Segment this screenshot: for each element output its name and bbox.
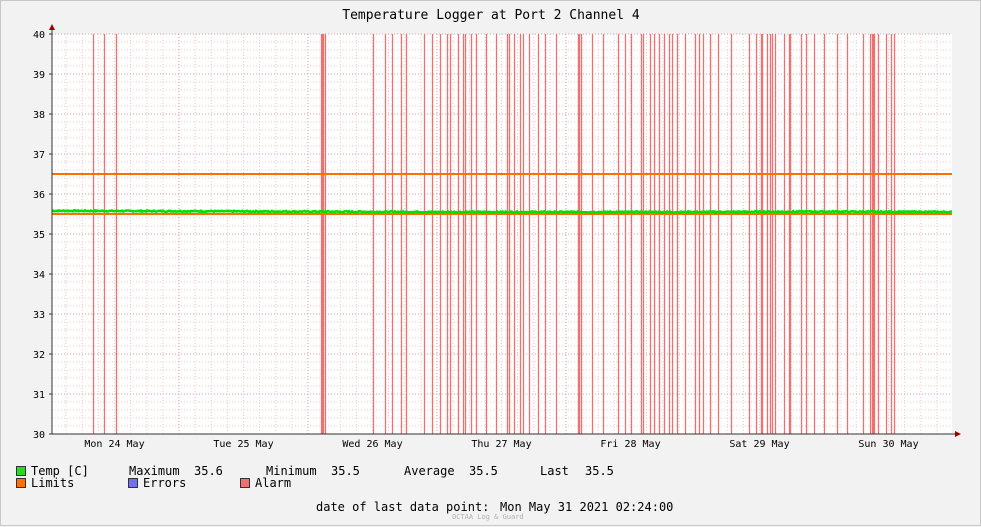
y-tick-label: 38 [33, 110, 45, 121]
y-tick-label: 32 [33, 350, 45, 361]
y-tick-label: 30 [33, 430, 45, 441]
y-tick-label: 36 [33, 190, 45, 201]
y-tick-label: 40 [33, 30, 45, 41]
y-tick-label: 34 [33, 270, 45, 281]
x-tick-label: Tue 25 May [213, 439, 273, 450]
y-tick-label: 39 [33, 70, 45, 81]
temperature-line [51, 208, 953, 215]
y-tick-label: 31 [33, 390, 45, 401]
x-axis-arrow [955, 431, 961, 437]
y-tick-label: 37 [33, 150, 45, 161]
y-axis-arrow [49, 24, 55, 30]
x-tick-label: Mon 24 May [84, 439, 144, 450]
x-tick-label: Sat 29 May [729, 439, 789, 450]
x-tick-label: Sun 30 May [858, 439, 918, 450]
x-tick-label: Wed 26 May [342, 439, 402, 450]
x-tick-label: Thu 27 May [471, 439, 531, 450]
y-tick-label: 33 [33, 310, 45, 321]
chart-title: Temperature Logger at Port 2 Channel 4 [342, 8, 640, 23]
y-tick-label: 35 [33, 230, 45, 241]
x-tick-label: Fri 28 May [600, 439, 660, 450]
